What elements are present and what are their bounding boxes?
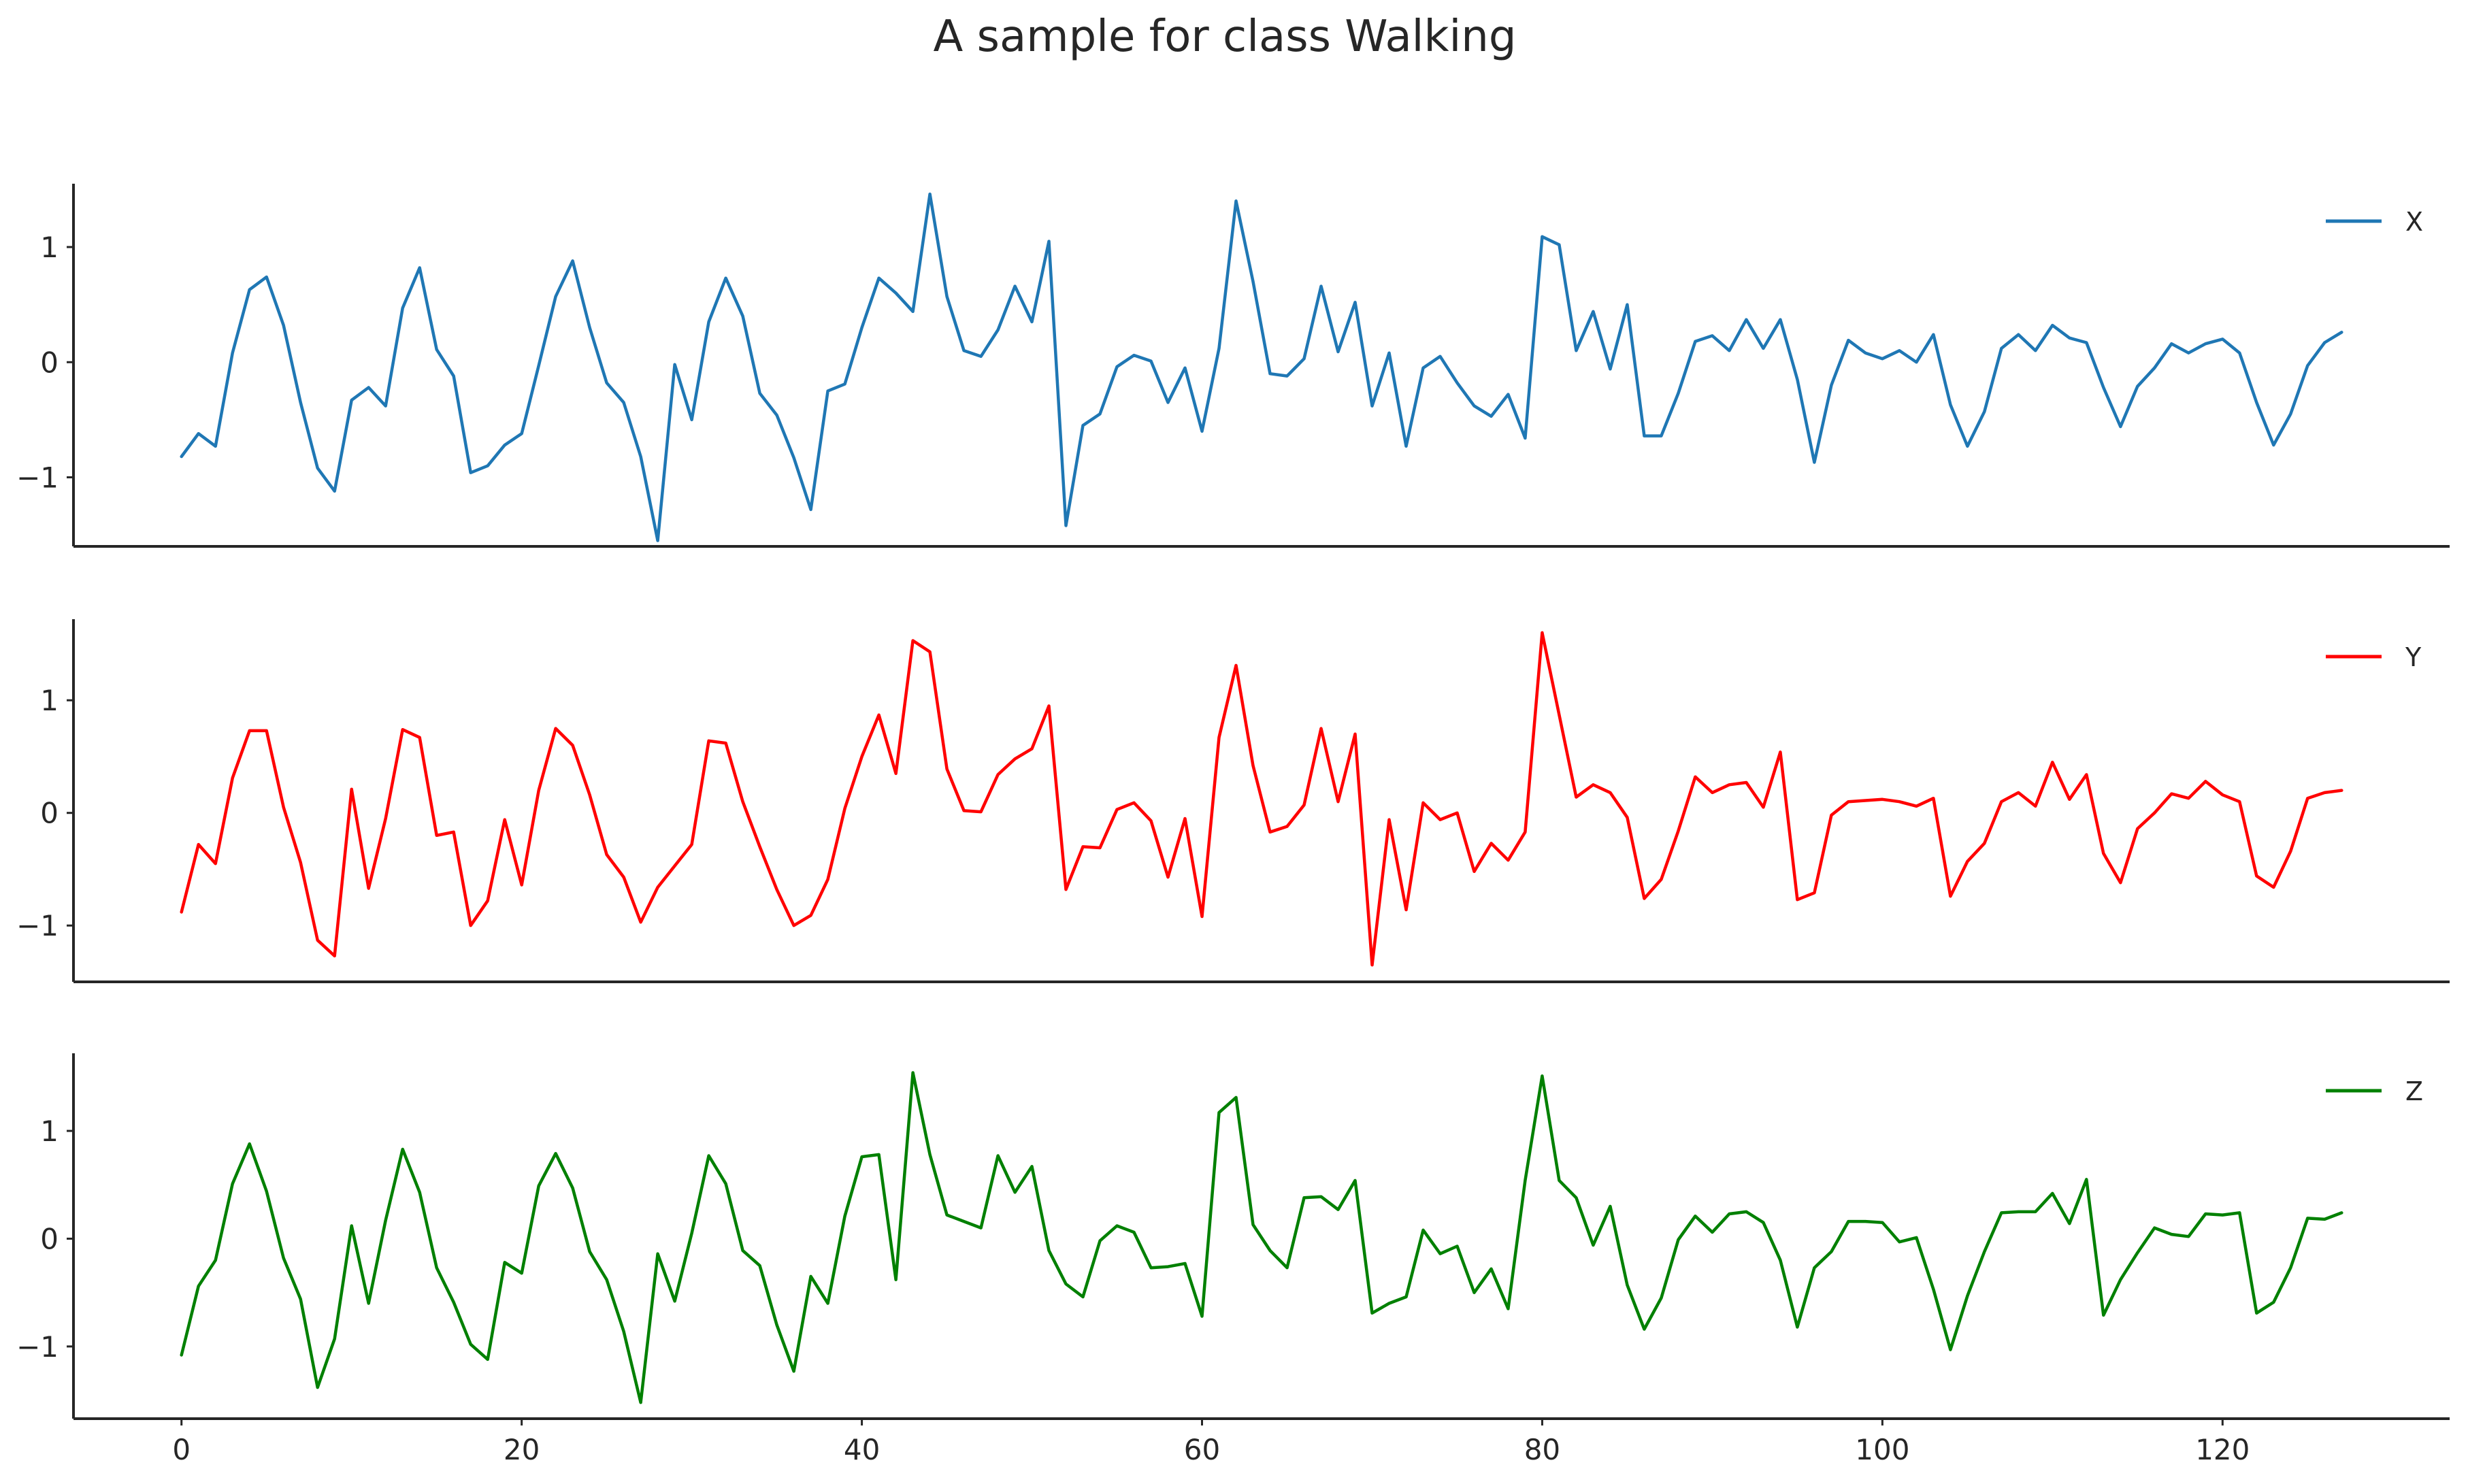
chart-title: A sample for class Walking	[934, 12, 1517, 62]
series-line-z	[180, 1071, 2343, 1404]
y-tick-label-x: 1	[40, 231, 59, 264]
y-tick-label-x: 0	[40, 346, 59, 379]
legend-label-x: X	[2405, 207, 2423, 237]
legend-label-y: Y	[2405, 642, 2422, 672]
y-tick-label-y: 0	[40, 797, 59, 830]
subplot-y: −1 0 1 Y	[16, 619, 2450, 983]
x-tick-label: 60	[1184, 1433, 1220, 1466]
series-line-x	[180, 192, 2343, 542]
y-tick-label-z: 1	[40, 1115, 59, 1148]
x-tick-label: 40	[844, 1433, 880, 1466]
y-tick-label-x: −1	[16, 461, 59, 494]
x-tick-label: 120	[2195, 1433, 2250, 1466]
x-tick-label: 80	[1524, 1433, 1560, 1466]
series-line-y	[180, 631, 2343, 967]
x-tick-label: 20	[504, 1433, 540, 1466]
y-tick-label-y: −1	[16, 909, 59, 942]
y-tick-label-z: 0	[40, 1222, 59, 1255]
x-tick-label: 0	[172, 1433, 191, 1466]
subplot-x: −1 0 1 X	[16, 184, 2450, 548]
y-tick-label-y: 1	[40, 684, 59, 717]
x-tick-label: 100	[1855, 1433, 1909, 1466]
legend-label-z: Z	[2405, 1076, 2423, 1106]
y-tick-label-z: −1	[16, 1330, 59, 1364]
